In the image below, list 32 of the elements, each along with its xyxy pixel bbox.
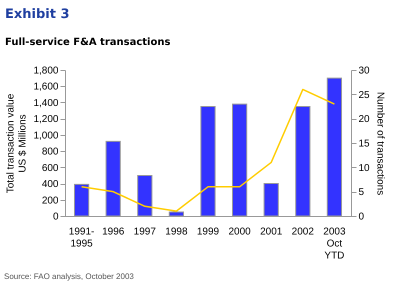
x-tick-label: 1998 xyxy=(165,226,188,238)
y-tick-label: 800 xyxy=(42,146,59,158)
y-tick-label: 1,000 xyxy=(33,130,59,142)
y2-tick-label: 0 xyxy=(358,212,364,222)
x-tick-label: 1997 xyxy=(134,226,156,238)
y-tick-label: 1,800 xyxy=(33,66,59,76)
chart-title: Exhibit 3 xyxy=(5,7,70,22)
y-tick-label: 1,400 xyxy=(33,98,59,109)
y2-tick-label: 15 xyxy=(358,138,370,150)
y2-axis-title: Number of transactions xyxy=(374,92,386,196)
x-tick-label: 1996 xyxy=(102,226,125,238)
y2-tick-label: 5 xyxy=(358,187,364,198)
line-series xyxy=(80,88,336,212)
y2-tick-label: 20 xyxy=(358,114,370,126)
y-tick-label: 200 xyxy=(42,195,59,206)
y-tick-label: 400 xyxy=(42,179,59,190)
x-tick-label: 1991- 1995 xyxy=(68,226,94,250)
y2-tick-label: 25 xyxy=(358,90,370,101)
x-tick-label: 2002 xyxy=(292,226,314,238)
x-tick-label: 2001 xyxy=(260,226,283,238)
y2-tick-label: 30 xyxy=(358,66,370,76)
chart-subtitle: Full-service F&A transactions xyxy=(5,37,170,48)
y-tick-label: 1,200 xyxy=(33,114,59,126)
y-tick-label: 600 xyxy=(42,162,59,174)
x-tick-label: 2003 Oct YTD xyxy=(323,226,346,262)
y-tick-label: 1,600 xyxy=(33,82,59,93)
x-tick-label: 2000 xyxy=(228,226,252,238)
y2-tick-label: 10 xyxy=(358,162,370,174)
source-note: Source: FAO analysis, October 2003 xyxy=(4,272,134,281)
x-tick-label: 1999 xyxy=(196,226,220,238)
y-axis-title: Total transaction value US $ Millions xyxy=(5,93,28,194)
y-tick-label: 0 xyxy=(52,212,59,222)
